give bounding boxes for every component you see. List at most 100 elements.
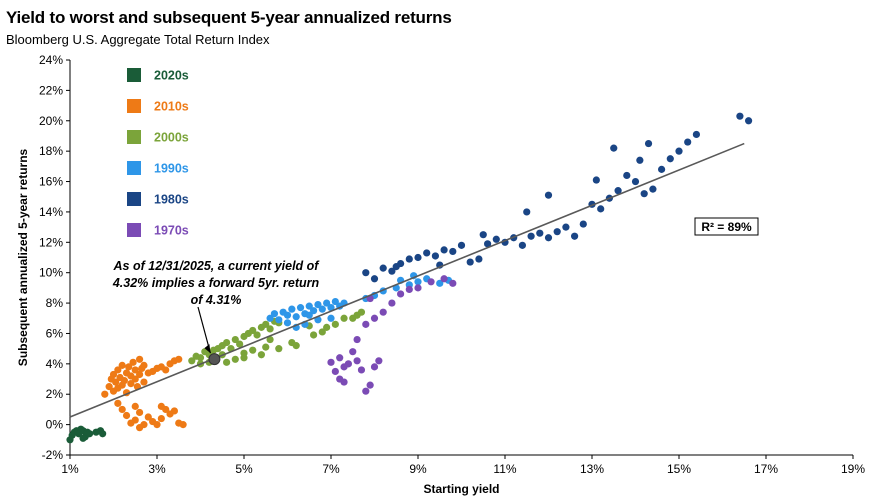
- legend-swatch-1970s: [127, 223, 141, 237]
- data-point-2010s: [101, 390, 109, 398]
- data-point-2000s: [266, 325, 274, 333]
- data-point-2000s: [196, 354, 205, 362]
- data-point-2010s: [140, 378, 148, 386]
- data-point-2000s: [249, 346, 257, 354]
- data-point-1980s: [431, 252, 439, 260]
- data-point-1980s: [518, 241, 527, 249]
- data-point-2000s: [310, 331, 318, 339]
- data-point-2000s: [331, 320, 339, 328]
- data-point-2000s: [262, 343, 270, 351]
- y-tick-label: 18%: [39, 144, 63, 158]
- annotation-line: 4.32% implies a forward 5yr. return: [112, 276, 320, 290]
- data-point-1970s: [405, 285, 413, 294]
- data-point-2010s: [144, 413, 152, 421]
- data-point-1980s: [597, 205, 605, 213]
- data-point-1990s: [323, 299, 331, 307]
- data-point-1980s: [684, 138, 692, 146]
- y-tick-label: 8%: [46, 296, 64, 310]
- data-point-1980s: [523, 208, 531, 216]
- data-point-2010s: [136, 424, 144, 432]
- data-point-1970s: [349, 348, 357, 356]
- data-point-2010s: [131, 402, 139, 410]
- data-point-1980s: [610, 144, 618, 152]
- data-point-1970s: [388, 299, 396, 307]
- x-tick-label: 3%: [148, 462, 166, 476]
- data-point-1970s: [362, 320, 370, 328]
- data-point-1980s: [644, 139, 653, 148]
- legend-swatch-1990s: [127, 161, 141, 175]
- data-point-1980s: [592, 176, 600, 184]
- data-point-1990s: [288, 305, 296, 313]
- data-point-1980s: [579, 220, 587, 228]
- legend-label-1980s: 1980s: [154, 193, 189, 207]
- data-point-2020s: [66, 436, 74, 444]
- data-point-1980s: [440, 246, 448, 254]
- data-point-1990s: [305, 311, 313, 319]
- data-point-2010s: [118, 405, 126, 414]
- data-point-2000s: [223, 338, 231, 347]
- data-point-1970s: [353, 357, 361, 365]
- data-point-1990s: [296, 304, 305, 312]
- data-point-1970s: [353, 335, 361, 344]
- y-tick-label: 24%: [39, 53, 63, 67]
- data-point-1970s: [366, 381, 374, 389]
- data-point-2010s: [136, 408, 144, 417]
- y-tick-label: 6%: [46, 326, 64, 340]
- legend-label-2000s: 2000s: [154, 131, 189, 145]
- data-point-2010s: [127, 419, 135, 427]
- legend-label-1970s: 1970s: [154, 224, 189, 238]
- data-point-2010s: [131, 366, 139, 374]
- data-point-1980s: [457, 241, 466, 249]
- data-point-1980s: [623, 171, 631, 180]
- data-point-2000s: [231, 335, 239, 344]
- data-point-2010s: [179, 421, 187, 429]
- data-point-2000s: [340, 314, 348, 322]
- data-point-1990s: [275, 316, 283, 324]
- data-point-2010s: [140, 361, 148, 369]
- data-point-1980s: [405, 255, 413, 263]
- data-point-2010s: [114, 399, 122, 407]
- data-point-1980s: [484, 240, 492, 248]
- data-point-2010s: [136, 355, 144, 363]
- y-tick-label: 16%: [39, 175, 63, 189]
- x-tick-label: 9%: [409, 462, 427, 476]
- data-point-2000s: [357, 308, 366, 316]
- y-tick-label: 22%: [39, 83, 63, 97]
- x-tick-label: 19%: [841, 462, 865, 476]
- data-point-2010s: [129, 358, 137, 366]
- data-point-1980s: [423, 249, 431, 257]
- y-tick-label: 14%: [39, 205, 63, 219]
- data-point-2000s: [275, 345, 283, 353]
- data-point-2000s: [323, 323, 331, 331]
- data-point-1970s: [379, 308, 387, 316]
- data-point-2010s: [131, 375, 139, 383]
- data-point-2000s: [292, 342, 300, 350]
- data-point-1980s: [631, 177, 640, 186]
- data-point-1980s: [640, 190, 648, 198]
- data-point-1990s: [314, 300, 322, 309]
- data-point-1980s: [388, 267, 396, 275]
- data-point-2000s: [266, 335, 274, 344]
- data-point-1980s: [636, 156, 644, 164]
- data-point-1980s: [370, 275, 379, 283]
- data-point-2010s: [175, 355, 183, 363]
- data-point-2010s: [157, 414, 165, 423]
- annotation-arrowhead: [204, 344, 211, 354]
- data-point-1970s: [440, 275, 448, 283]
- data-point-2020s: [99, 430, 107, 438]
- data-point-2000s: [240, 354, 248, 362]
- data-point-2020s: [85, 430, 94, 438]
- current-yield-marker: [208, 353, 221, 366]
- data-point-1990s: [327, 314, 335, 322]
- r-squared-label: R² = 89%: [701, 220, 752, 234]
- data-point-1990s: [270, 310, 279, 318]
- x-tick-label: 5%: [235, 462, 253, 476]
- data-point-1970s: [344, 360, 352, 368]
- data-point-1980s: [449, 247, 457, 256]
- data-point-1980s: [379, 264, 387, 272]
- data-point-1970s: [375, 357, 383, 365]
- data-point-1970s: [370, 363, 379, 371]
- y-tick-label: 10%: [39, 266, 63, 280]
- x-tick-label: 1%: [61, 462, 79, 476]
- data-point-2000s: [188, 357, 196, 365]
